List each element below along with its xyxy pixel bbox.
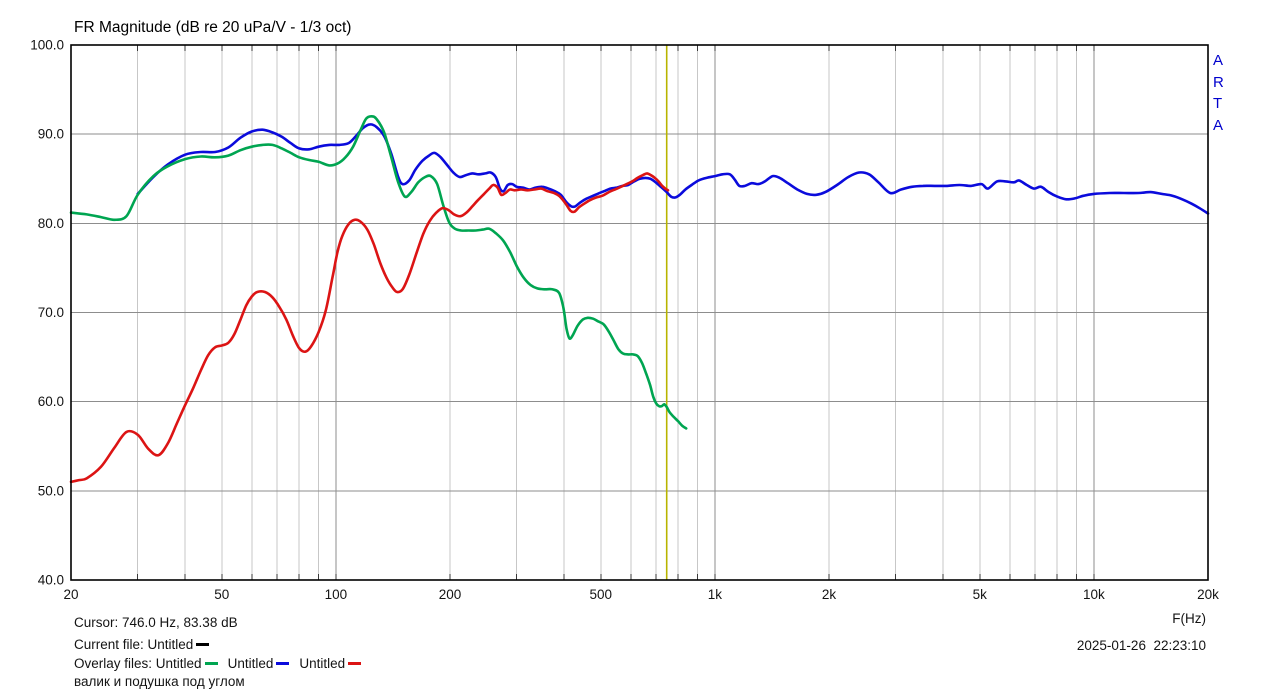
overlay-file-name: Untitled [227, 656, 274, 671]
x-tick-label: 5k [973, 587, 988, 602]
overlay-swatch-blue [276, 661, 290, 666]
x-tick-label: 50 [214, 587, 229, 602]
x-tick-label: 20 [63, 587, 78, 602]
y-tick-label: 80.0 [38, 216, 64, 231]
x-tick-label: 1k [708, 587, 723, 602]
current-file-swatch [196, 642, 210, 647]
y-tick-label: 40.0 [38, 573, 64, 588]
x-tick-label: 10k [1083, 587, 1105, 602]
overlay-files-line: Overlay files: Untitled Untitled Untitled [74, 656, 362, 671]
current-file-label: Current file: [74, 637, 144, 652]
chart-title: FR Magnitude (dB re 20 uPa/V - 1/3 oct) [74, 19, 352, 36]
overlay-files-label: Overlay files: [74, 656, 153, 671]
x-tick-label: 200 [439, 587, 462, 602]
x-tick-label: 2k [822, 587, 837, 602]
curve-2 [69, 172, 670, 484]
x-axis-unit-label: F(Hz) [1172, 611, 1206, 626]
y-tick-label: 90.0 [38, 127, 64, 142]
plot-border [70, 44, 1209, 581]
cursor-readout: Cursor: 746.0 Hz, 83.38 dB [74, 615, 238, 630]
measurement-note: валик и подушка под углом [74, 674, 245, 689]
curve-0 [136, 123, 1210, 215]
y-tick-label: 100.0 [30, 38, 64, 53]
overlay-swatch-green [204, 661, 218, 666]
x-tick-label: 500 [590, 587, 613, 602]
overlay-swatch-red [348, 661, 362, 666]
current-file-line: Current file: Untitled [74, 637, 210, 652]
overlay-file-name: Untitled [155, 656, 202, 671]
overlay-file-name: Untitled [299, 656, 346, 671]
arta-logo: ARTA [1213, 52, 1224, 134]
curve-1 [69, 115, 688, 430]
x-tick-label: 20k [1197, 587, 1219, 602]
x-tick-label: 100 [325, 587, 348, 602]
datetime-stamp: 2025-01-26 22:23:10 [1076, 638, 1206, 653]
current-file-name: Untitled [147, 637, 194, 652]
y-tick-label: 70.0 [38, 305, 64, 320]
y-tick-label: 60.0 [38, 394, 64, 409]
y-tick-label: 50.0 [38, 483, 64, 498]
